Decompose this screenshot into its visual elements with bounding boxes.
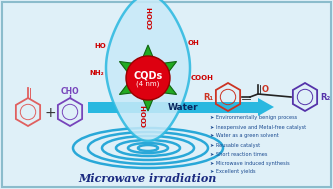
Polygon shape (106, 0, 190, 141)
Circle shape (126, 56, 170, 100)
Text: ➤ Reusable catalyst: ➤ Reusable catalyst (210, 143, 260, 147)
Text: HO: HO (94, 43, 106, 49)
FancyBboxPatch shape (2, 2, 331, 187)
Text: CHO: CHO (61, 88, 79, 97)
Text: Water: Water (168, 103, 198, 112)
Polygon shape (258, 98, 274, 116)
Text: CQDs: CQDs (134, 70, 163, 80)
Text: (4 nm): (4 nm) (136, 81, 160, 87)
Text: +: + (44, 106, 56, 120)
FancyBboxPatch shape (88, 101, 258, 112)
Text: COOH: COOH (142, 105, 148, 127)
Text: O: O (262, 84, 269, 94)
Text: NH₂: NH₂ (89, 70, 104, 76)
Text: ➤ Excellent yields: ➤ Excellent yields (210, 170, 255, 174)
Text: ➤ Environmentally benign process: ➤ Environmentally benign process (210, 115, 297, 121)
Text: R₂: R₂ (320, 92, 330, 101)
Text: ➤ Microwave induced synthesis: ➤ Microwave induced synthesis (210, 160, 290, 166)
Text: COOH: COOH (148, 7, 154, 29)
Text: ➤ Water as a green solvent: ➤ Water as a green solvent (210, 133, 279, 139)
Text: COOH: COOH (191, 75, 214, 81)
Text: ➤ Inexpensive and Metal-free catalyst: ➤ Inexpensive and Metal-free catalyst (210, 125, 306, 129)
Text: Microwave irradiation: Microwave irradiation (79, 173, 217, 184)
Text: OH: OH (188, 40, 200, 46)
Text: R₁: R₁ (203, 92, 213, 101)
Polygon shape (120, 45, 176, 111)
Text: ➤ Short reaction times: ➤ Short reaction times (210, 152, 267, 156)
